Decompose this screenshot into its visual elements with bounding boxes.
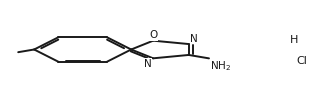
Text: O: O [149,30,157,40]
Text: N: N [191,34,198,44]
Text: N: N [144,59,152,69]
Text: H: H [290,35,298,45]
Text: Cl: Cl [297,56,308,66]
Text: NH$_2$: NH$_2$ [210,59,232,73]
